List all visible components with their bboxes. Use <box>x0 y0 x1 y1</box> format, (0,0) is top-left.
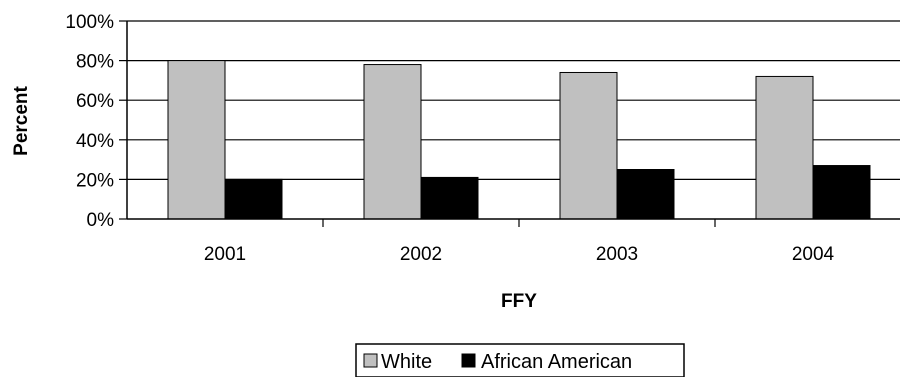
y-tick-label: 0% <box>87 210 115 231</box>
legend-box <box>355 343 685 378</box>
legend: White African American <box>355 343 685 378</box>
y-tick-label: 100% <box>65 12 114 33</box>
bar-african-american-2004 <box>812 165 871 220</box>
bars <box>167 60 871 220</box>
bar-african-american-2002 <box>420 176 479 220</box>
x-tick-label: 2003 <box>596 244 638 265</box>
x-axis-title: FFY <box>501 291 537 312</box>
y-tick-label: 20% <box>76 170 114 191</box>
axes <box>119 20 900 227</box>
legend-swatch-white <box>363 353 378 368</box>
legend-label-african-american: African American <box>481 351 632 373</box>
bar-african-american-2001 <box>224 178 283 220</box>
x-tick-label: 2001 <box>204 244 246 265</box>
bar-white-2004 <box>755 75 814 220</box>
y-tick-labels: 0% 20% 40% 60% 80% 100% <box>65 12 114 231</box>
y-axis-title: Percent <box>11 85 32 155</box>
bar-african-american-2003 <box>616 169 675 220</box>
x-tick-labels: 2001 2002 2003 2004 <box>204 244 835 265</box>
y-tick-label: 80% <box>76 52 114 73</box>
x-tick-label: 2002 <box>400 244 442 265</box>
legend-label-white: White <box>381 351 432 373</box>
x-tick-label: 2004 <box>792 244 835 265</box>
y-tick-label: 60% <box>76 91 114 112</box>
legend-swatch-african-american <box>461 353 476 368</box>
bar-white-2001 <box>167 60 226 220</box>
bar-white-2002 <box>363 64 422 220</box>
bar-white-2003 <box>559 71 618 220</box>
y-tick-label: 40% <box>76 131 114 152</box>
